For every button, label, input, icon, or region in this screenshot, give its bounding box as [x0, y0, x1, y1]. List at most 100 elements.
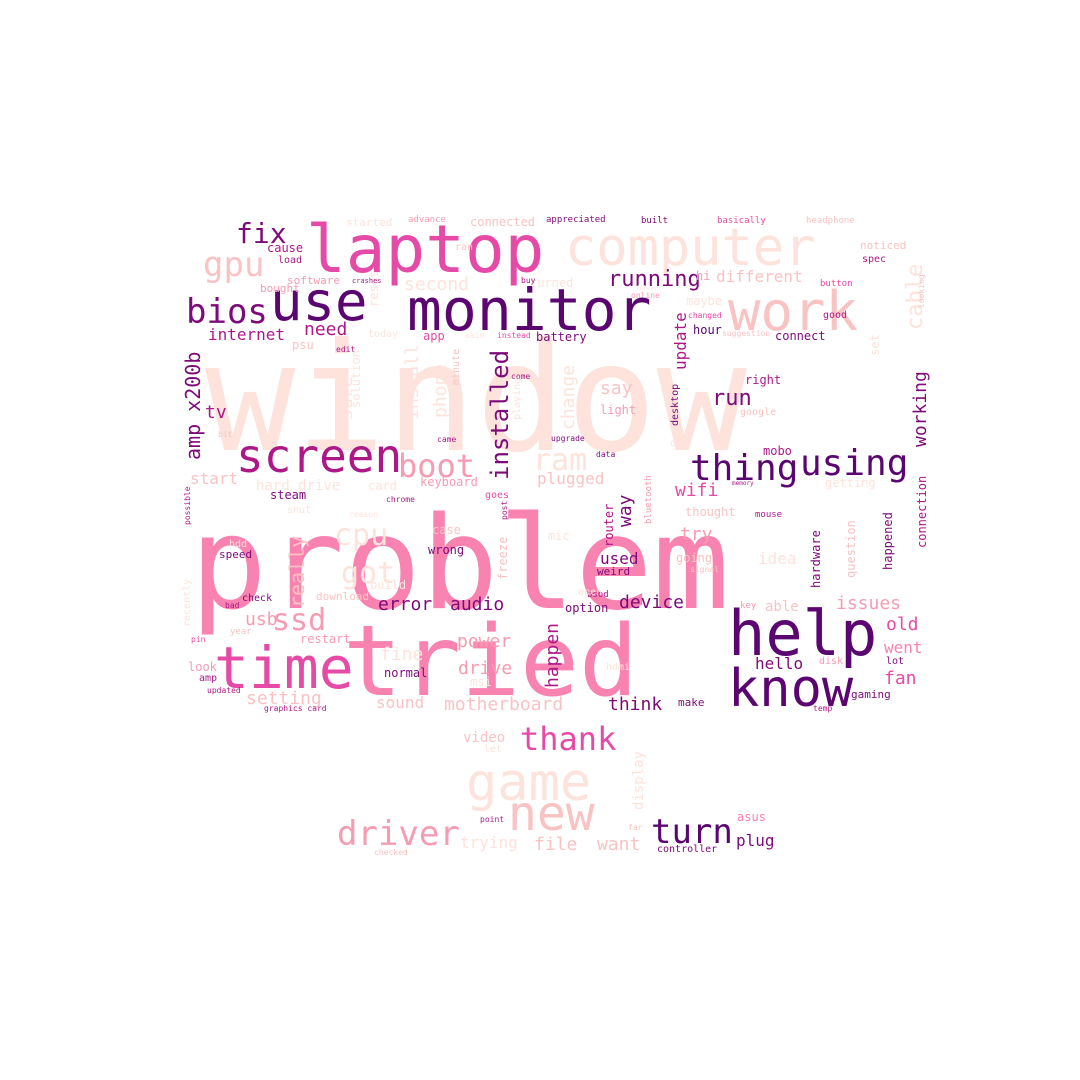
word-disk: disk	[819, 656, 843, 667]
word-temp: temp	[813, 704, 832, 713]
word-audio: audio	[450, 594, 504, 615]
word-power: power	[457, 631, 511, 652]
word-said: said	[465, 331, 484, 340]
word-reset: reset	[367, 271, 381, 307]
word-let: let	[484, 744, 502, 755]
word-hdmi: hdmi	[606, 662, 630, 673]
word-playing: playing	[512, 378, 523, 420]
word-mouse: mouse	[755, 510, 782, 520]
word-boot: boot	[398, 447, 475, 485]
word-pin: pin	[191, 635, 206, 644]
word-monitor: monitor	[407, 276, 651, 344]
word-chrome: chrome	[386, 495, 415, 504]
word-updated: updated	[207, 686, 241, 695]
word-working: working	[910, 371, 931, 447]
word-build: build	[370, 578, 406, 592]
word-appreciated: appreciated	[546, 215, 606, 225]
word-device: device	[619, 592, 684, 613]
word-open: open	[578, 587, 602, 598]
word-keyboard: keyboard	[420, 475, 478, 489]
word-idea: idea	[758, 549, 797, 568]
word-new: new	[508, 786, 595, 842]
word-connected: connected	[470, 215, 535, 229]
word-update: update	[671, 312, 690, 370]
word-setting: setting	[246, 688, 322, 709]
word-card: card	[368, 479, 397, 493]
word-used: used	[600, 549, 639, 568]
word-button: button	[820, 279, 853, 289]
word-plug: plug	[736, 831, 775, 850]
word-display: display	[631, 751, 647, 810]
word-time: time	[214, 634, 354, 702]
word-turned: turned	[530, 276, 573, 290]
word-gaming: gaming	[851, 688, 891, 701]
word-advance: advance	[408, 215, 446, 225]
word-goes: goes	[485, 490, 509, 501]
word-hour: hour	[693, 323, 722, 337]
word-game: game	[466, 753, 591, 813]
word-shut: shut	[287, 505, 311, 516]
word-good: good	[823, 310, 847, 321]
word-hard-drive: hard drive	[256, 478, 340, 494]
word-way: way	[615, 494, 636, 527]
word-try: try	[680, 524, 713, 545]
word-normal: normal	[384, 666, 427, 680]
word-noticed: noticed	[860, 239, 906, 252]
word-started: started	[346, 216, 392, 229]
word-say: say	[600, 378, 633, 399]
word-hardware: hardware	[809, 530, 823, 588]
word-suggestion: suggestion	[722, 329, 770, 338]
word-motherboard: motherboard	[444, 694, 563, 715]
word-bit: bit	[218, 430, 233, 439]
word-happen: happen	[542, 623, 563, 688]
word-check: check	[242, 593, 272, 604]
word-steam: steam	[270, 488, 306, 502]
word-spec: spec	[862, 254, 886, 265]
word-tv: tv	[205, 402, 227, 423]
word-really: really	[285, 536, 309, 608]
word-load: load	[278, 255, 302, 266]
word-issues: issues	[836, 593, 901, 614]
word-restart: restart	[300, 632, 351, 646]
word-amp: amp	[199, 673, 217, 684]
word-controller: controller	[657, 844, 717, 855]
word-got: got	[341, 556, 395, 591]
word-case: case	[432, 523, 461, 537]
word-year: year	[230, 627, 252, 637]
word-old: old	[886, 614, 919, 635]
word-think: think	[608, 694, 662, 715]
word-use: use	[270, 270, 368, 333]
word-cause: cause	[267, 241, 303, 255]
word-lot: lot	[886, 656, 904, 667]
word-turn: turn	[651, 812, 733, 852]
word-error: error	[378, 594, 432, 615]
word-asus: asus	[737, 810, 766, 824]
word-light: light	[600, 403, 636, 417]
word-different: different	[716, 267, 803, 286]
word-amp-x200b: amp x200b	[181, 352, 205, 460]
word-window: window	[205, 312, 748, 486]
word-make: make	[678, 696, 705, 709]
word-going: going	[676, 551, 712, 565]
word-file: file	[534, 834, 577, 855]
word-set: set	[868, 334, 882, 356]
word-thing: thing	[690, 448, 798, 489]
word-question: question	[844, 520, 858, 578]
word-hdd: hdd	[229, 539, 247, 550]
word-point: point	[480, 815, 504, 824]
word-install: install	[402, 344, 423, 420]
word-signal: signal	[690, 565, 719, 574]
word-usb: usb	[245, 609, 278, 630]
word-app: app	[423, 329, 445, 343]
word-mic: mic	[548, 529, 570, 543]
word-folder: folder	[636, 285, 658, 292]
word-video: video	[463, 730, 505, 746]
word-software: software	[287, 274, 340, 287]
word-recently: recently	[182, 579, 193, 627]
word-memory: memory	[732, 480, 754, 487]
word-looking: looking	[917, 274, 926, 308]
word-weird: weird	[597, 565, 630, 578]
word-headphone: headphone	[806, 216, 855, 226]
